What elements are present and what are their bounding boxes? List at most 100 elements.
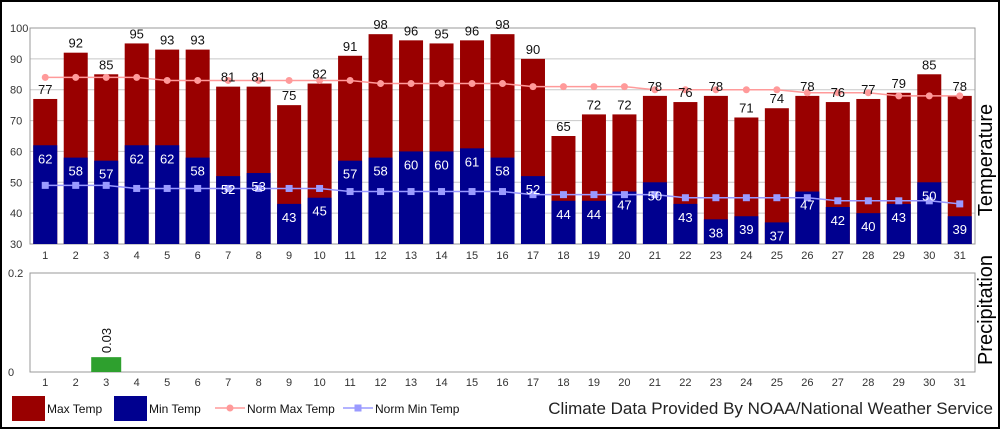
min-temp-label: 52 — [526, 182, 540, 197]
precip-x-tick: 14 — [435, 377, 447, 389]
norm-min-point — [316, 184, 324, 192]
norm-min-point — [102, 181, 110, 189]
norm-min-point — [773, 194, 781, 202]
norm-max-point — [346, 76, 354, 84]
norm-max-point — [438, 80, 446, 88]
min-temp-label: 62 — [129, 151, 143, 166]
max-temp-label: 81 — [221, 70, 235, 85]
precip-x-tick: 12 — [374, 377, 386, 389]
precip-x-tick: 23 — [710, 377, 722, 389]
temp-y-tick: 30 — [10, 239, 22, 251]
max-temp-label: 75 — [282, 88, 296, 103]
credit-text: Climate Data Provided By NOAA/National W… — [548, 399, 993, 418]
temp-x-tick: 10 — [313, 250, 325, 262]
temp-y-tick: 50 — [10, 177, 22, 189]
max-temp-label: 95 — [434, 26, 448, 41]
max-temp-label: 78 — [709, 79, 723, 94]
temp-x-tick: 6 — [195, 250, 201, 262]
min-temp-label: 58 — [68, 164, 82, 179]
precip-x-tick: 24 — [740, 377, 752, 389]
min-temp-label: 39 — [739, 222, 753, 237]
max-temp-label: 76 — [831, 85, 845, 100]
min-temp-bar — [551, 200, 576, 244]
norm-min-point — [803, 194, 811, 202]
min-temp-label: 50 — [922, 188, 936, 203]
precip-x-tick: 31 — [954, 377, 966, 389]
temp-x-tick: 25 — [771, 250, 783, 262]
temp-y-tick: 100 — [10, 23, 28, 35]
min-temp-bar — [338, 160, 363, 244]
norm-max-point — [102, 73, 110, 81]
min-temp-bar — [399, 151, 424, 244]
temp-x-tick: 26 — [801, 250, 813, 262]
max-temp-label: 78 — [953, 79, 967, 94]
min-temp-bar — [63, 157, 88, 244]
norm-max-point — [407, 80, 415, 88]
max-temp-label: 93 — [160, 33, 174, 48]
precipitation-axis-label: Precipitation — [975, 255, 997, 365]
max-temp-label: 74 — [770, 91, 784, 106]
max-temp-label: 79 — [892, 76, 906, 91]
precip-x-tick: 10 — [313, 377, 325, 389]
norm-min-point — [163, 184, 171, 192]
norm-max-point — [620, 83, 628, 91]
temp-x-tick: 4 — [134, 250, 140, 262]
min-temp-label: 50 — [648, 188, 662, 203]
norm-min-point — [224, 184, 232, 192]
norm-min-point — [651, 191, 659, 199]
min-temp-bar — [764, 222, 789, 244]
temp-x-tick: 15 — [466, 250, 478, 262]
norm-min-point — [834, 197, 842, 205]
max-temp-label: 82 — [312, 67, 326, 82]
temperature-axis-label: Temperature — [975, 104, 997, 216]
min-temp-bar — [429, 151, 454, 244]
max-temp-label: 81 — [251, 70, 265, 85]
norm-max-point — [925, 92, 933, 100]
max-temp-label: 91 — [343, 39, 357, 54]
norm-max-point — [255, 76, 263, 84]
norm-min-point — [72, 181, 80, 189]
legend-label-3: Norm Min Temp — [375, 402, 460, 416]
temp-x-tick: 24 — [740, 250, 752, 262]
norm-max-point — [773, 86, 781, 94]
min-temp-bar — [520, 176, 545, 244]
max-temp-label: 96 — [404, 23, 418, 38]
min-temp-label: 57 — [343, 167, 357, 182]
min-temp-labels: 62 58 57 62 62 58 52 53 43 45 57 58 60 60 61 58 52 44 44 47… — [38, 151, 967, 243]
min-temp-label: 57 — [99, 167, 113, 182]
max-temp-label: 77 — [861, 82, 875, 97]
temp-x-tick: 29 — [893, 250, 905, 262]
norm-max-point — [133, 73, 141, 81]
max-temp-label: 65 — [556, 119, 570, 134]
min-temp-label: 44 — [587, 207, 601, 222]
precip-x-tick: 28 — [862, 377, 874, 389]
temp-x-tick: 28 — [862, 250, 874, 262]
norm-max-point — [377, 80, 385, 88]
min-temp-label: 43 — [678, 210, 692, 225]
min-temp-label: 44 — [556, 207, 570, 222]
max-temp-label: 78 — [800, 79, 814, 94]
precip-y-tick: 0.2 — [8, 268, 23, 280]
precip-x-tick: 16 — [496, 377, 508, 389]
min-temp-label: 58 — [373, 164, 387, 179]
max-temp-label: 72 — [587, 97, 601, 112]
temp-x-tick: 8 — [256, 250, 262, 262]
norm-max-point — [72, 73, 80, 81]
precip-plot-border — [29, 272, 976, 373]
min-temp-label: 58 — [190, 164, 204, 179]
min-temp-bar — [825, 206, 850, 244]
min-temp-bar — [673, 203, 698, 244]
norm-min-point — [499, 188, 506, 196]
norm-min-point — [864, 197, 872, 205]
temp-y-tick: 80 — [10, 85, 22, 97]
min-temp-label: 43 — [282, 210, 296, 225]
norm-max-point — [224, 76, 232, 84]
norm-min-point — [559, 191, 567, 199]
norm-min-point — [377, 188, 385, 196]
temp-y-tick: 90 — [10, 54, 22, 66]
min-temp-bar — [94, 160, 119, 244]
max-temp-label: 92 — [68, 36, 82, 51]
legend-marker-2 — [226, 404, 234, 412]
min-temp-label: 53 — [251, 179, 265, 194]
